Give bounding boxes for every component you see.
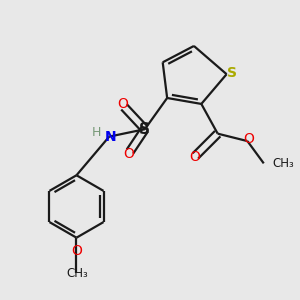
Text: O: O: [243, 132, 254, 146]
Text: O: O: [123, 148, 134, 161]
Text: CH₃: CH₃: [66, 268, 88, 281]
Text: N: N: [105, 130, 116, 144]
Text: O: O: [189, 149, 200, 164]
Text: O: O: [117, 97, 128, 111]
Text: H: H: [92, 126, 101, 139]
Text: S: S: [140, 122, 150, 137]
Text: S: S: [227, 66, 237, 80]
Text: O: O: [72, 244, 83, 258]
Text: CH₃: CH₃: [273, 157, 294, 170]
